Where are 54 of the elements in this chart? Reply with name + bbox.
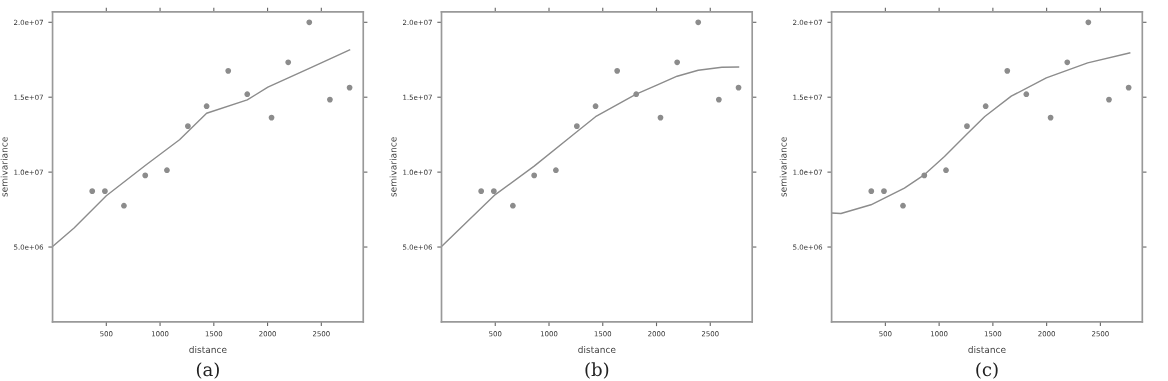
point xyxy=(244,91,251,98)
point xyxy=(1023,91,1030,98)
point xyxy=(674,59,681,66)
point xyxy=(509,202,516,209)
line-series xyxy=(441,66,740,248)
point xyxy=(982,103,989,110)
point xyxy=(1004,67,1011,74)
point xyxy=(1064,59,1071,66)
point xyxy=(573,123,580,130)
point xyxy=(633,91,640,98)
text: (a) xyxy=(196,362,219,379)
point xyxy=(1047,114,1054,121)
point xyxy=(346,84,353,91)
point xyxy=(531,172,538,179)
point xyxy=(478,188,485,195)
point xyxy=(121,202,127,209)
point xyxy=(614,67,621,74)
line-series xyxy=(52,49,351,248)
point xyxy=(89,188,96,195)
point xyxy=(327,96,333,103)
x-axis-title: distance xyxy=(968,346,1006,354)
point xyxy=(1125,84,1132,91)
point xyxy=(285,59,292,66)
text: (b) xyxy=(585,362,609,379)
point xyxy=(102,188,108,195)
x-axis-title: distance xyxy=(189,346,227,354)
point xyxy=(1085,19,1092,26)
point xyxy=(657,114,664,121)
point xyxy=(964,123,970,130)
point xyxy=(1106,96,1112,103)
point xyxy=(185,123,191,130)
point xyxy=(715,96,722,103)
text: (c) xyxy=(976,362,998,379)
point xyxy=(552,167,559,174)
point xyxy=(306,19,313,26)
point xyxy=(142,172,149,179)
point xyxy=(735,84,742,91)
line-series xyxy=(831,52,1131,215)
point xyxy=(943,167,949,174)
point xyxy=(900,202,906,209)
point xyxy=(868,188,875,195)
x-axis-title: distance xyxy=(578,346,616,354)
point xyxy=(921,172,928,179)
point xyxy=(881,188,887,195)
y-axis-title: semivariance xyxy=(389,137,397,197)
point xyxy=(225,67,232,74)
point xyxy=(203,103,210,110)
point xyxy=(164,167,170,174)
point xyxy=(695,19,702,26)
y-axis-title: semivariance xyxy=(779,137,787,197)
point xyxy=(490,188,497,195)
point xyxy=(592,103,599,110)
point xyxy=(268,114,275,121)
y-axis-title: semivariance xyxy=(0,137,8,197)
